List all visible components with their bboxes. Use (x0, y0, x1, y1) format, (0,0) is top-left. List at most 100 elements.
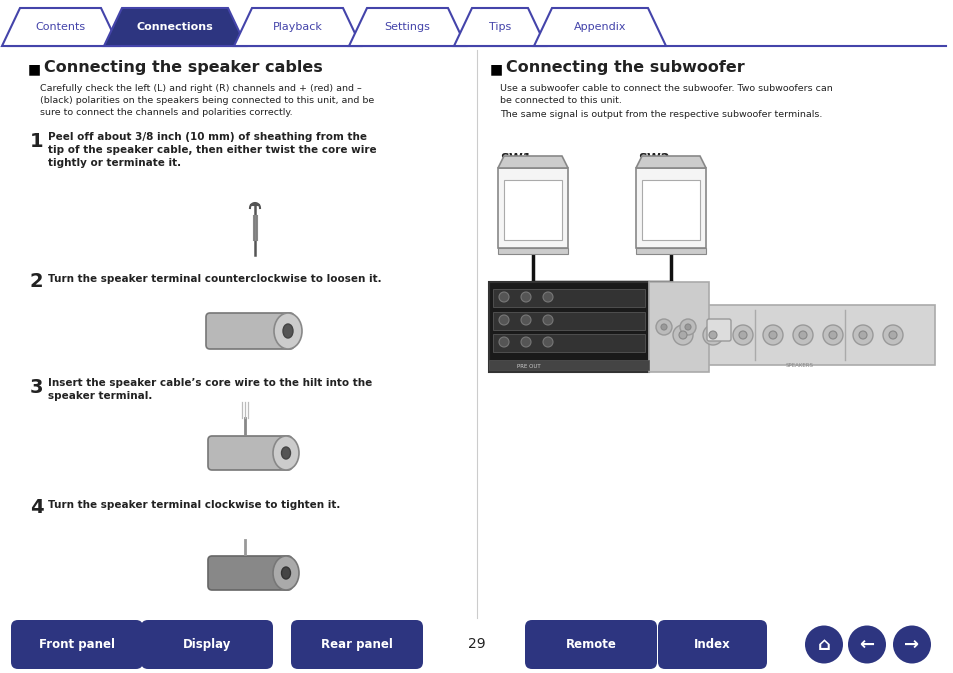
Circle shape (520, 337, 531, 347)
FancyBboxPatch shape (206, 313, 294, 349)
FancyBboxPatch shape (141, 620, 273, 669)
Text: ←: ← (859, 635, 874, 653)
FancyBboxPatch shape (493, 289, 644, 307)
Circle shape (679, 331, 686, 339)
Circle shape (828, 331, 836, 339)
Circle shape (799, 331, 806, 339)
FancyBboxPatch shape (503, 180, 561, 240)
Polygon shape (2, 8, 119, 46)
Circle shape (804, 625, 842, 664)
Circle shape (858, 331, 866, 339)
Circle shape (762, 325, 782, 345)
FancyBboxPatch shape (493, 334, 644, 352)
Text: SW1: SW1 (499, 152, 531, 165)
FancyBboxPatch shape (636, 168, 705, 248)
Ellipse shape (281, 567, 291, 579)
Circle shape (542, 337, 553, 347)
Polygon shape (636, 156, 705, 168)
FancyBboxPatch shape (497, 168, 567, 248)
Text: Use a subwoofer cable to connect the subwoofer. Two subwoofers can
be connected : Use a subwoofer cable to connect the sub… (499, 84, 832, 105)
Text: 29: 29 (468, 637, 485, 651)
Circle shape (822, 325, 842, 345)
Circle shape (660, 324, 666, 330)
Text: 1: 1 (30, 132, 44, 151)
Circle shape (542, 292, 553, 302)
Text: SW2: SW2 (638, 152, 669, 165)
FancyBboxPatch shape (497, 248, 567, 254)
Text: Tips: Tips (488, 22, 511, 32)
Polygon shape (349, 8, 465, 46)
Polygon shape (233, 8, 360, 46)
Polygon shape (497, 156, 567, 168)
FancyBboxPatch shape (489, 360, 648, 370)
Circle shape (656, 319, 671, 335)
FancyBboxPatch shape (706, 319, 730, 341)
Circle shape (892, 625, 930, 664)
Text: Connections: Connections (136, 22, 213, 32)
Circle shape (739, 331, 746, 339)
Text: Connecting the subwoofer: Connecting the subwoofer (505, 60, 744, 75)
FancyBboxPatch shape (493, 312, 644, 330)
Polygon shape (454, 8, 545, 46)
Circle shape (702, 325, 722, 345)
FancyBboxPatch shape (208, 556, 292, 590)
Text: Peel off about 3/8 inch (10 mm) of sheathing from the
tip of the speaker cable, : Peel off about 3/8 inch (10 mm) of sheat… (48, 132, 376, 168)
FancyBboxPatch shape (648, 282, 708, 372)
Text: Insert the speaker cable’s core wire to the hilt into the
speaker terminal.: Insert the speaker cable’s core wire to … (48, 378, 372, 401)
Circle shape (542, 315, 553, 325)
Circle shape (732, 325, 752, 345)
FancyBboxPatch shape (658, 620, 766, 669)
Circle shape (498, 315, 509, 325)
Text: Turn the speaker terminal counterclockwise to loosen it.: Turn the speaker terminal counterclockwi… (48, 274, 381, 284)
Text: ⌂: ⌂ (817, 635, 829, 653)
Ellipse shape (273, 556, 298, 590)
FancyBboxPatch shape (524, 620, 657, 669)
Text: ■: ■ (490, 62, 502, 76)
Text: Connecting the speaker cables: Connecting the speaker cables (44, 60, 322, 75)
Text: Remote: Remote (565, 638, 616, 651)
Circle shape (520, 315, 531, 325)
Text: Front panel: Front panel (39, 638, 115, 651)
Circle shape (520, 292, 531, 302)
Text: Appendix: Appendix (573, 22, 625, 32)
Text: 2: 2 (30, 272, 44, 291)
Circle shape (498, 292, 509, 302)
Circle shape (882, 325, 902, 345)
Circle shape (888, 331, 896, 339)
Circle shape (679, 319, 696, 335)
Ellipse shape (274, 313, 302, 349)
Polygon shape (534, 8, 665, 46)
Polygon shape (104, 8, 246, 46)
Circle shape (684, 324, 690, 330)
FancyBboxPatch shape (636, 248, 705, 254)
FancyBboxPatch shape (489, 282, 648, 372)
Circle shape (708, 331, 717, 339)
Text: ■: ■ (28, 62, 41, 76)
Ellipse shape (273, 436, 298, 470)
FancyBboxPatch shape (664, 305, 934, 365)
Ellipse shape (283, 324, 293, 338)
Text: SPEAKERS: SPEAKERS (785, 363, 813, 368)
FancyBboxPatch shape (11, 620, 143, 669)
FancyBboxPatch shape (208, 436, 292, 470)
Text: Index: Index (694, 638, 730, 651)
Circle shape (792, 325, 812, 345)
Text: PRE OUT: PRE OUT (517, 364, 540, 369)
FancyBboxPatch shape (291, 620, 422, 669)
Text: Rear panel: Rear panel (321, 638, 393, 651)
Circle shape (768, 331, 776, 339)
Text: Contents: Contents (35, 22, 86, 32)
Text: 4: 4 (30, 498, 44, 517)
Text: The same signal is output from the respective subwoofer terminals.: The same signal is output from the respe… (499, 110, 821, 119)
Circle shape (672, 325, 692, 345)
Text: Display: Display (183, 638, 231, 651)
Circle shape (498, 337, 509, 347)
Text: Carefully check the left (L) and right (R) channels and + (red) and –
(black) po: Carefully check the left (L) and right (… (40, 84, 374, 116)
Circle shape (852, 325, 872, 345)
Circle shape (847, 625, 885, 664)
Text: 3: 3 (30, 378, 44, 397)
Ellipse shape (281, 447, 291, 459)
Text: Settings: Settings (384, 22, 430, 32)
Text: Turn the speaker terminal clockwise to tighten it.: Turn the speaker terminal clockwise to t… (48, 500, 340, 510)
FancyBboxPatch shape (641, 180, 700, 240)
